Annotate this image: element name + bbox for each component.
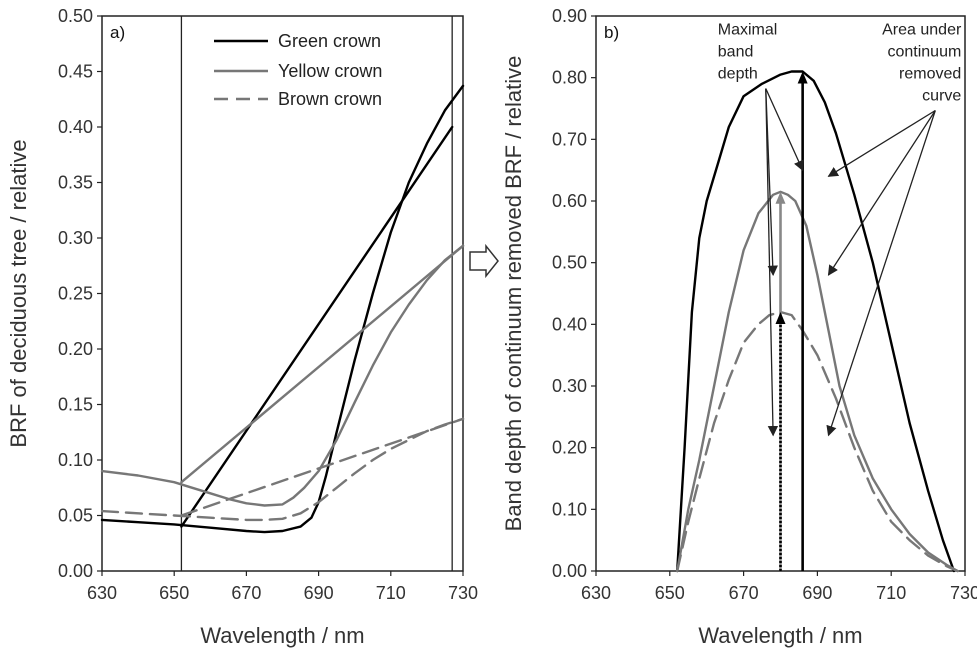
panel-b-y-tick-label-0-70: 0.70 xyxy=(552,129,587,149)
panel-b-depth-marker-arrowhead-2 xyxy=(775,191,786,204)
panel-b-y-tick-label-0-20: 0.20 xyxy=(552,438,587,458)
panel-a-y-tick-label-0-35: 0.35 xyxy=(58,173,93,193)
panel-a-series-brown-crown-continuum xyxy=(180,417,465,517)
panel-b-series xyxy=(676,70,959,573)
panel-b-series-green-crown xyxy=(676,70,956,573)
panel-a-ticks: 630 650 670 690 710 730 0.00 0.05 0.10 0.15 0.20 0.… xyxy=(58,6,478,603)
panel-b-x-axis-title: Wavelength / nm xyxy=(698,623,862,648)
panel-b-y-axis-title: Band depth of continuum removed BRF / re… xyxy=(501,56,526,532)
panel-b-y-tick-label-0-40: 0.40 xyxy=(552,314,587,334)
panel-b-depth-marker-arrowhead-1 xyxy=(797,71,808,84)
panel-b-x-tick-label-630: 630 xyxy=(581,583,611,603)
panel-b-annotation-1-line-3: depth xyxy=(718,66,758,83)
panel-b-annotation-2-line-4: curve xyxy=(922,88,961,105)
panel-b-annotation-2-line-2: continuum xyxy=(887,44,961,61)
panel-b-annotation-2-line-3: removed xyxy=(899,66,961,83)
panel-b-series-yellow-crown xyxy=(676,190,959,573)
panel-a-x-tick-label-730: 730 xyxy=(448,583,478,603)
panel-b-annotation-2: Area under continuum removed curve xyxy=(882,22,962,105)
panel-b-annotation-1-line-1: Maximal xyxy=(718,22,778,39)
panel-b-y-tick-label-0-80: 0.80 xyxy=(552,68,587,88)
legend-label-green-crown: Green crown xyxy=(278,31,381,51)
panel-a-x-tick-label-670: 670 xyxy=(231,583,261,603)
panel-b-y-tick-label-0-60: 0.60 xyxy=(552,191,587,211)
panel-b-ticks: 630 650 670 690 710 730 0.00 0.10 0.20 0.30 0.40 0.… xyxy=(552,6,977,603)
panel-a-y-tick-label-0-20: 0.20 xyxy=(58,339,93,359)
panel-a-plot-frame xyxy=(101,15,464,572)
panel-a-series-yellow-crown xyxy=(100,244,465,507)
panel-b-x-tick-label-710: 710 xyxy=(876,583,906,603)
panel-a-y-tick-label-0-00: 0.00 xyxy=(58,561,93,581)
panel-a-series-yellow-crown-continuum xyxy=(180,244,465,484)
panel-a-x-tick-label-690: 690 xyxy=(304,583,334,603)
panel-b-label: b) xyxy=(604,23,619,42)
panel-b-annotation-1-arrow-1 xyxy=(765,88,804,172)
legend-label-brown-crown: Brown crown xyxy=(278,89,382,109)
panel-a-y-tick-label-0-30: 0.30 xyxy=(58,228,93,248)
panel-b-series-brown-crown xyxy=(676,310,959,573)
panel-a-label: a) xyxy=(110,23,125,42)
legend-label-yellow-crown: Yellow crown xyxy=(278,61,382,81)
panel-b-y-tick-label-0-90: 0.90 xyxy=(552,6,587,26)
panel-b-annotation-1-line-2: band xyxy=(718,44,754,61)
panel-a-y-axis-title: BRF of deciduous tree / relative xyxy=(6,139,31,447)
panel-b-y-tick-label-0-50: 0.50 xyxy=(552,253,587,273)
panel-a-y-tick-label-0-25: 0.25 xyxy=(58,284,93,304)
panel-b-x-tick-label-730: 730 xyxy=(950,583,977,603)
panel-b-annotation-2-arrow-1 xyxy=(827,109,936,177)
panel-b-x-tick-label-690: 690 xyxy=(802,583,832,603)
panel-b-depth-marker-arrowhead-3 xyxy=(775,312,786,324)
panel-b-annotation-1-arrow-3 xyxy=(765,88,779,437)
panel-a: 630 650 670 690 710 730 0.00 0.05 0.10 0.15 0.20 0.… xyxy=(6,6,478,648)
panel-b-annotation-2-line-1: Area under xyxy=(882,22,962,39)
panel-b-annotation-2-arrow-3 xyxy=(826,110,936,437)
panel-a-series-green-crown xyxy=(100,84,465,534)
panel-b-annotations: Maximal band depth Area under continuum remov… xyxy=(718,22,962,437)
panel-b: 630 650 670 690 710 730 0.00 0.10 0.20 0.30 0.40 0.… xyxy=(501,6,977,648)
panel-b-annotation-1: Maximal band depth xyxy=(718,22,778,83)
panel-a-y-tick-label-0-45: 0.45 xyxy=(58,62,93,82)
panel-a-series-green-crown-continuum xyxy=(180,125,454,528)
panel-a-y-tick-label-0-05: 0.05 xyxy=(58,506,93,526)
panel-a-y-tick-label-0-50: 0.50 xyxy=(58,6,93,26)
panel-a-x-tick-label-710: 710 xyxy=(376,583,406,603)
panel-b-annotation-2-arrow-2 xyxy=(827,110,936,276)
transition-arrow-icon xyxy=(469,243,499,279)
panel-a-y-tick-label-0-10: 0.10 xyxy=(58,450,93,470)
panel-a-legend: Green crown Yellow crown Brown crown xyxy=(214,31,382,109)
panel-a-series-brown-crown xyxy=(100,417,465,522)
panel-a-y-tick-label-0-40: 0.40 xyxy=(58,117,93,137)
panel-a-reference-lines xyxy=(180,16,453,571)
panel-b-x-tick-label-670: 670 xyxy=(729,583,759,603)
panel-b-x-tick-label-650: 650 xyxy=(655,583,685,603)
panel-b-y-tick-label-0-00: 0.00 xyxy=(552,561,587,581)
panel-a-x-axis-title: Wavelength / nm xyxy=(200,623,364,648)
panel-a-x-tick-label-630: 630 xyxy=(87,583,117,603)
panel-a-x-tick-label-650: 650 xyxy=(159,583,189,603)
panel-b-y-tick-label-0-10: 0.10 xyxy=(552,499,587,519)
panel-a-series xyxy=(100,84,465,534)
panel-a-y-tick-label-0-15: 0.15 xyxy=(58,395,93,415)
panel-b-y-tick-label-0-30: 0.30 xyxy=(552,376,587,396)
